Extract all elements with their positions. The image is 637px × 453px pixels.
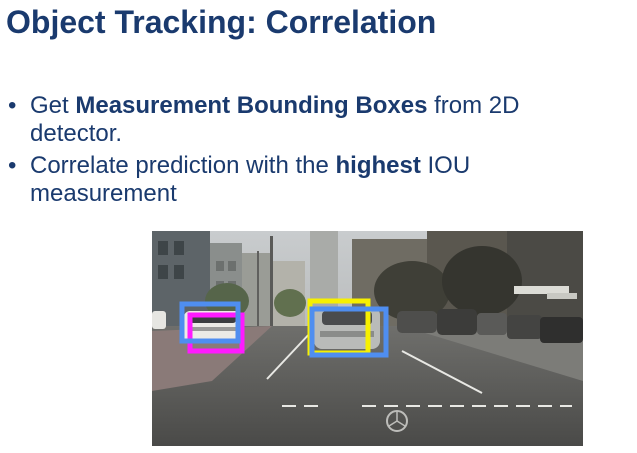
bullet-text-post: IOU measurement <box>30 152 471 207</box>
bullet-text-bold: highest <box>335 152 421 179</box>
bullet-text-pre: Correlate prediction with the <box>30 152 336 179</box>
bullet-text-pre: Get <box>30 92 76 119</box>
left-buildings <box>152 231 305 336</box>
street-pole <box>257 251 259 331</box>
bullet-item: Correlate prediction with the highest IO… <box>8 152 608 208</box>
emblem-star <box>388 412 406 427</box>
lane-markings <box>266 330 572 407</box>
sidewalk-right <box>402 326 583 381</box>
bullet-text-post: from 2D detector. <box>30 92 520 147</box>
silver-car <box>314 307 380 349</box>
measurement-box-white-car <box>179 301 241 344</box>
street-pole <box>270 236 273 331</box>
bullet-text-bold: Measurement Bounding Boxes <box>75 92 428 119</box>
prediction-box-magenta <box>187 312 245 354</box>
parked-cars <box>397 309 583 343</box>
slide-title: Object Tracking: Correlation <box>6 4 437 40</box>
parked-car-left <box>152 311 166 329</box>
measurement-box-silver-car <box>309 306 389 358</box>
bullet-item: Get Measurement Bounding Boxes from 2D d… <box>8 92 608 148</box>
street-scene-image <box>152 231 583 446</box>
road <box>152 326 583 446</box>
mercedes-emblem-icon <box>386 410 408 432</box>
tree <box>274 289 306 317</box>
bullet-list: Get Measurement Bounding Boxes from 2D d… <box>8 92 608 212</box>
